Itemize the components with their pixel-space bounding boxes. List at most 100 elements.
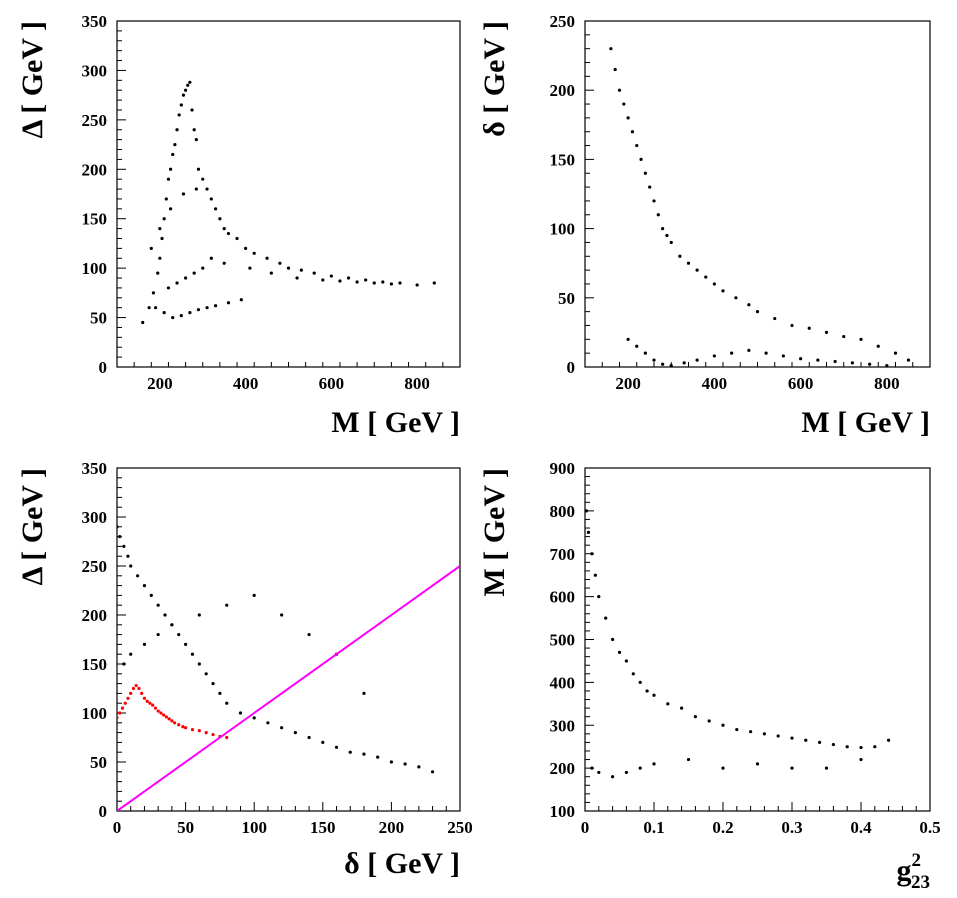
data-point — [611, 637, 615, 642]
x-tick-label: 0.4 — [850, 818, 872, 837]
data-point — [635, 143, 639, 148]
data-point — [170, 623, 174, 627]
data-point — [173, 721, 177, 725]
data-point — [167, 717, 171, 721]
data-point — [196, 167, 201, 171]
data-point — [586, 530, 591, 534]
data-point — [307, 735, 311, 740]
data-point — [196, 308, 201, 312]
data-point — [859, 745, 863, 750]
data-point — [181, 93, 186, 97]
data-point — [186, 83, 190, 87]
data-point — [135, 574, 140, 578]
data-point — [818, 740, 822, 745]
data-point — [141, 320, 145, 325]
data-point — [398, 281, 402, 285]
x-tick-label: 50 — [177, 818, 194, 837]
data-point — [269, 271, 273, 275]
data-point — [749, 730, 753, 734]
data-point — [164, 715, 168, 719]
data-point — [204, 731, 208, 735]
data-point — [190, 108, 194, 112]
data-point — [238, 711, 243, 715]
data-point — [145, 699, 149, 703]
data-point — [626, 116, 630, 120]
data-point — [807, 326, 811, 330]
data-point — [239, 298, 243, 302]
data-point — [593, 573, 597, 577]
data-point — [707, 719, 711, 723]
data-point — [873, 745, 877, 749]
y-tick-label: 50 — [90, 753, 107, 772]
data-point — [204, 672, 208, 676]
data-point — [160, 236, 164, 241]
y-tick-label: 200 — [550, 81, 576, 100]
data-point — [845, 745, 849, 749]
x-tick-label: 100 — [241, 818, 267, 837]
data-point — [171, 315, 175, 320]
data-point — [630, 130, 635, 134]
data-point — [430, 770, 435, 774]
data-point — [590, 552, 594, 556]
y-tick-label: 250 — [82, 111, 108, 130]
data-point — [638, 680, 642, 684]
data-point — [776, 734, 780, 738]
data-point — [159, 711, 163, 715]
data-point — [201, 177, 205, 181]
data-point — [585, 509, 588, 513]
y-tick-label: 200 — [550, 759, 576, 778]
data-point — [151, 703, 155, 707]
data-point — [248, 266, 252, 270]
data-point — [389, 282, 393, 286]
data-point — [151, 291, 156, 295]
data-point — [635, 344, 639, 348]
data-point — [666, 702, 670, 706]
data-point — [626, 337, 630, 341]
data-point — [321, 740, 325, 745]
data-point — [163, 613, 167, 617]
data-point — [824, 766, 829, 770]
data-point — [432, 281, 436, 285]
data-point — [346, 276, 351, 280]
y-axis-label: M [ GeV ] — [478, 468, 511, 597]
data-point — [638, 766, 642, 770]
x-tick-label: 150 — [310, 818, 336, 837]
plot-top-right: 200 400 600 800 0 50 100 150 200 250 M [ GeV ] δ [ … — [478, 12, 931, 439]
data-point — [170, 719, 174, 723]
x-tick-label: 200 — [147, 374, 173, 393]
y-tick-label: 400 — [550, 673, 576, 692]
y-tick-label: 300 — [82, 508, 108, 527]
data-point — [887, 738, 891, 742]
data-point — [906, 358, 911, 362]
data-point — [617, 650, 622, 654]
y-tick-label: 200 — [82, 160, 108, 179]
data-point — [643, 171, 647, 175]
data-point — [244, 246, 248, 250]
data-point — [597, 595, 601, 599]
y-tick-label: 150 — [550, 150, 576, 169]
y-tick-label: 600 — [550, 588, 576, 607]
data-point — [842, 334, 846, 339]
data-point — [162, 713, 166, 717]
data-point — [624, 659, 629, 663]
data-point — [129, 691, 133, 696]
data-point — [631, 672, 635, 676]
data-point — [609, 47, 613, 51]
plot-frame — [116, 467, 461, 812]
data-point — [652, 762, 656, 766]
data-point — [364, 278, 368, 282]
data-point — [362, 691, 366, 696]
y-tick-label: 200 — [82, 606, 108, 625]
data-point — [280, 613, 284, 617]
data-point — [194, 138, 198, 142]
data-point — [123, 701, 127, 705]
x-tick-label: 400 — [702, 374, 728, 393]
data-point — [704, 275, 708, 279]
data-point — [721, 723, 725, 727]
data-point — [197, 729, 201, 733]
plot-bottom-right: 0 0.1 0.2 0.3 0.4 0.5 100 200 300 400 500 600 700 800… — [478, 459, 941, 893]
data-point — [192, 128, 196, 132]
data-points — [117, 525, 460, 811]
y-tick-label: 350 — [82, 459, 108, 478]
